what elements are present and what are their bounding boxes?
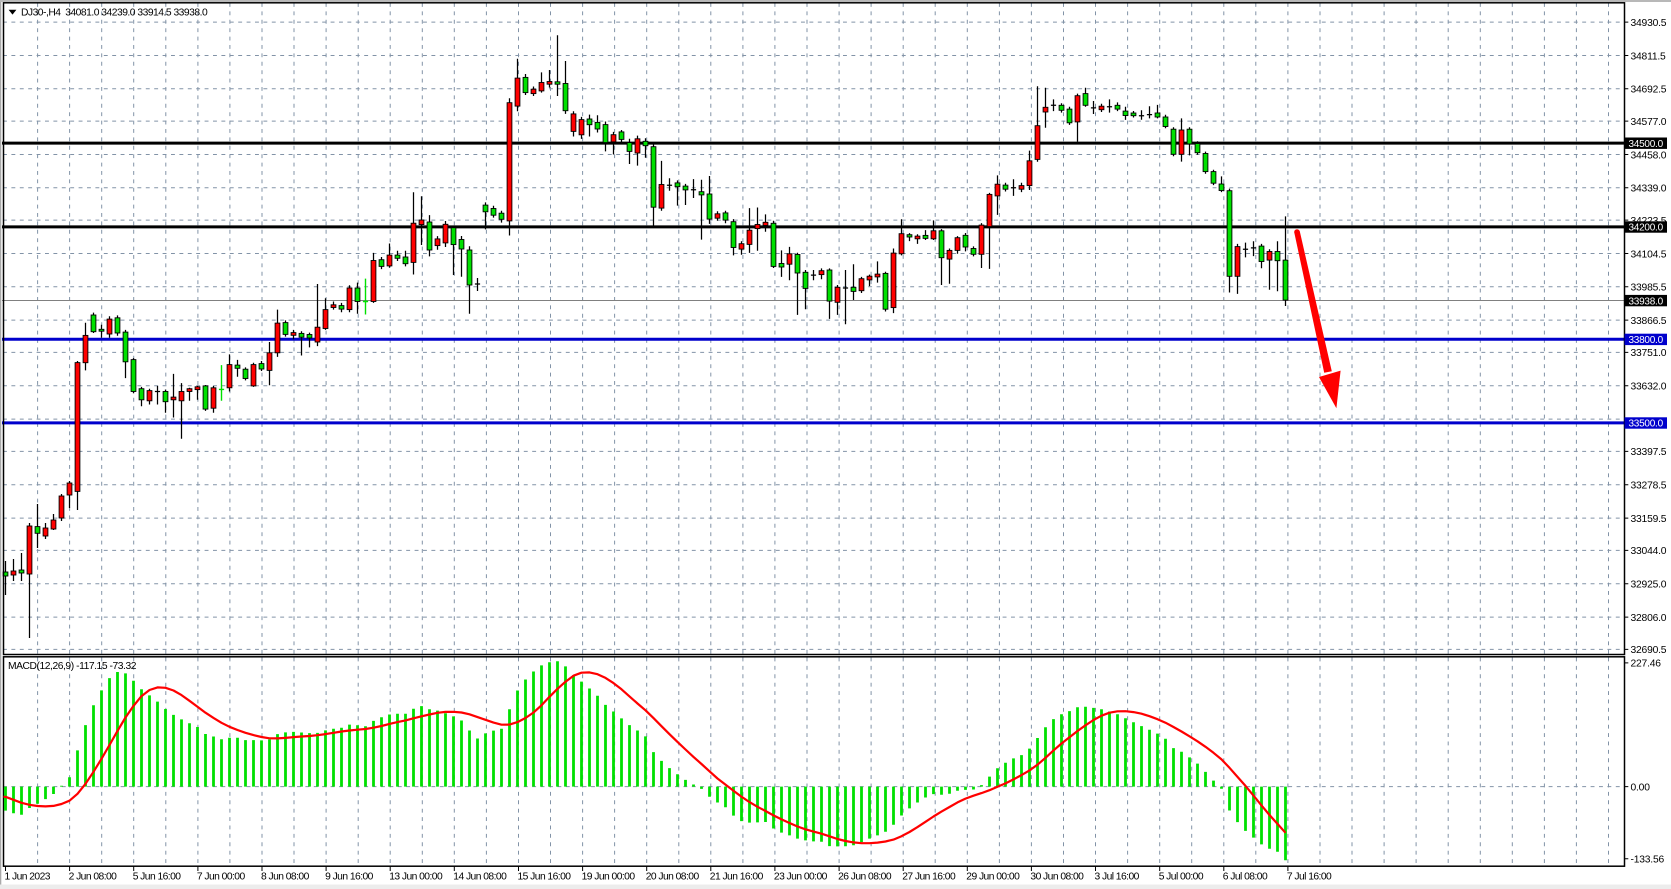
svg-text:30 Jun 08:00: 30 Jun 08:00 [1030,872,1084,883]
svg-text:33866.5: 33866.5 [1631,316,1667,327]
svg-text:8 Jun 08:00: 8 Jun 08:00 [261,872,310,883]
svg-text:32806.0: 32806.0 [1631,613,1667,624]
svg-text:34930.5: 34930.5 [1631,18,1667,29]
svg-text:14 Jun 08:00: 14 Jun 08:00 [453,872,507,883]
svg-text:5 Jul 00:00: 5 Jul 00:00 [1159,872,1204,883]
svg-text:19 Jun 00:00: 19 Jun 00:00 [582,872,636,883]
svg-text:0.00: 0.00 [1631,782,1651,793]
svg-text:26 Jun 08:00: 26 Jun 08:00 [838,872,892,883]
svg-text:32925.0: 32925.0 [1631,580,1667,591]
svg-text:32690.5: 32690.5 [1631,645,1667,656]
svg-text:7 Jul 16:00: 7 Jul 16:00 [1287,872,1332,883]
svg-text:23 Jun 00:00: 23 Jun 00:00 [774,872,828,883]
svg-text:33397.5: 33397.5 [1631,447,1667,458]
svg-text:34104.5: 34104.5 [1631,249,1667,260]
svg-text:9 Jun 16:00: 9 Jun 16:00 [325,872,374,883]
svg-text:5 Jun 16:00: 5 Jun 16:00 [133,872,182,883]
svg-text:7 Jun 00:00: 7 Jun 00:00 [197,872,246,883]
svg-text:33751.0: 33751.0 [1631,348,1667,359]
svg-text:33500.0: 33500.0 [1629,419,1664,430]
svg-text:2 Jun 08:00: 2 Jun 08:00 [69,872,118,883]
svg-text:34577.0: 34577.0 [1631,117,1667,128]
svg-text:33800.0: 33800.0 [1629,335,1664,346]
svg-text:34500.0: 34500.0 [1629,139,1664,150]
svg-text:21 Jun 16:00: 21 Jun 16:00 [710,872,764,883]
svg-text:34692.5: 34692.5 [1631,85,1667,96]
svg-text:13 Jun 00:00: 13 Jun 00:00 [389,872,443,883]
svg-text:33632.0: 33632.0 [1631,382,1667,393]
svg-text:227.46: 227.46 [1631,659,1662,670]
svg-text:20 Jun 08:00: 20 Jun 08:00 [646,872,700,883]
svg-text:3 Jul 16:00: 3 Jul 16:00 [1095,872,1140,883]
svg-text:33044.0: 33044.0 [1631,546,1667,557]
svg-text:DJ30-,H4 34081.0 34239.0 3391: DJ30-,H4 34081.0 34239.0 33914.5 33938.0 [21,7,208,18]
svg-text:34811.5: 34811.5 [1631,51,1667,62]
svg-text:27 Jun 16:00: 27 Jun 16:00 [902,872,956,883]
svg-text:34200.0: 34200.0 [1629,223,1664,234]
svg-text:15 Jun 16:00: 15 Jun 16:00 [518,872,572,883]
svg-text:1 Jun 2023: 1 Jun 2023 [5,872,51,883]
svg-text:MACD(12,26,9) -117.15 -73.32: MACD(12,26,9) -117.15 -73.32 [8,661,137,672]
svg-text:33278.5: 33278.5 [1631,481,1667,492]
svg-text:34339.0: 34339.0 [1631,184,1667,195]
svg-text:29 Jun 00:00: 29 Jun 00:00 [966,872,1020,883]
svg-text:33985.5: 33985.5 [1631,283,1667,294]
svg-text:6 Jul 08:00: 6 Jul 08:00 [1223,872,1268,883]
svg-text:33159.5: 33159.5 [1631,514,1667,525]
svg-text:33938.0: 33938.0 [1629,296,1664,307]
svg-text:-133.56: -133.56 [1631,855,1665,866]
svg-text:34458.0: 34458.0 [1631,150,1667,161]
